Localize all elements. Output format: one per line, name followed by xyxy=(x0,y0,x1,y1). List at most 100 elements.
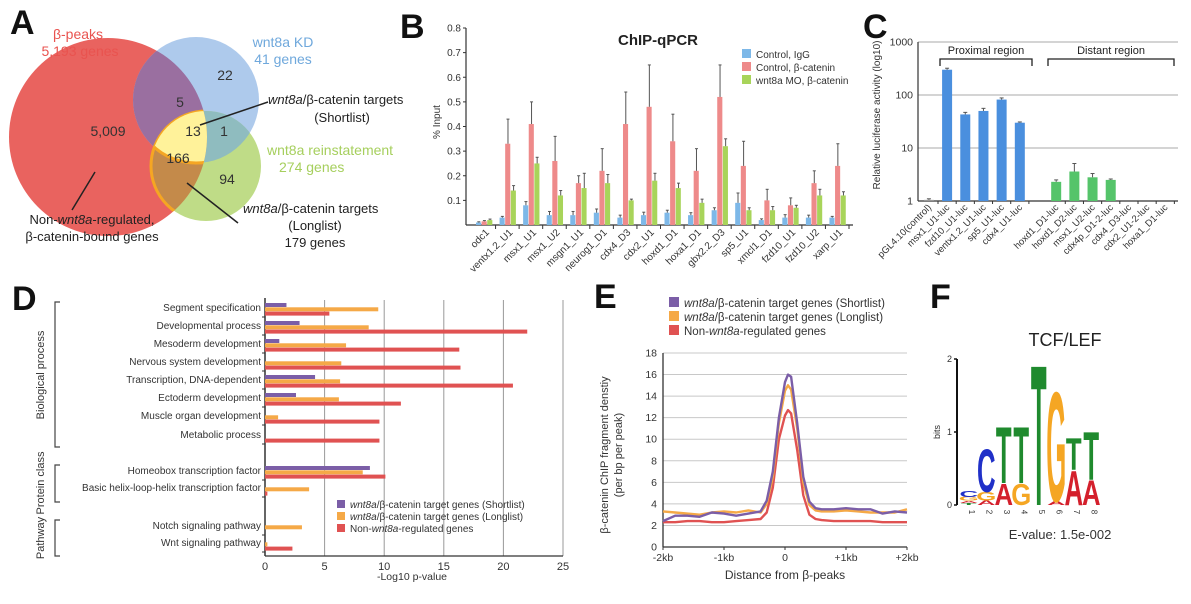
chart-f-evalue: E-value: 1.5e-002 xyxy=(1009,527,1112,542)
y-tick-label: 2 xyxy=(947,354,952,364)
legend-label: Control, β-catenin xyxy=(756,63,835,74)
bar xyxy=(942,69,953,201)
x-tick-label: 10 xyxy=(378,561,390,573)
legend-label: Non-wnt8a-regulated genes xyxy=(684,326,826,338)
bar xyxy=(265,438,380,443)
bar xyxy=(1087,177,1098,201)
series-line xyxy=(663,408,907,524)
category-label: Segment specification xyxy=(163,303,261,314)
annotation-shortlist: wnt8a/β-catenin targets xyxy=(268,92,404,107)
venn-count-kd-reinst: 1 xyxy=(220,123,228,139)
y-tick-label: 100 xyxy=(895,90,913,102)
bar xyxy=(835,165,841,225)
venn-sub-wnt8a-kd: 41 genes xyxy=(254,51,312,67)
chart-f-title: TCF/LEF xyxy=(1028,330,1101,350)
bar xyxy=(581,188,587,225)
y-tick-label: 0.1 xyxy=(447,196,461,207)
bar xyxy=(265,303,287,307)
logo-letter-a: A xyxy=(1082,473,1101,513)
bar xyxy=(1105,179,1116,201)
legend-label: wnt8a MO, β-catenin xyxy=(755,76,848,87)
category-label: Mesoderm development xyxy=(154,339,261,350)
annotation-longlist: wnt8a/β-catenin targets xyxy=(243,201,379,216)
bar xyxy=(265,415,279,420)
y-tick-label: 0.7 xyxy=(447,48,461,59)
logo-letter-a: A xyxy=(994,478,1013,511)
y-tick-label: 14 xyxy=(645,391,657,403)
bar xyxy=(670,141,676,225)
region-bracket xyxy=(1047,58,1175,66)
panel-label-e: E xyxy=(594,278,617,316)
x-tick-label: +2kb xyxy=(895,552,918,564)
bar xyxy=(787,205,794,225)
bar xyxy=(628,200,634,225)
bar xyxy=(265,365,461,370)
venn-count-all: 13 xyxy=(185,123,201,139)
y-tick-label: 1000 xyxy=(890,37,914,49)
bar xyxy=(675,188,681,225)
position-label: 4 xyxy=(1019,510,1028,515)
bar xyxy=(499,217,505,225)
bar xyxy=(1014,122,1025,201)
x-tick-label: 20 xyxy=(497,561,509,573)
legend-label: Control, IgG xyxy=(756,50,810,61)
bar xyxy=(265,487,310,492)
bar xyxy=(769,210,776,225)
bar xyxy=(265,419,380,424)
y-tick-label: 10 xyxy=(645,434,657,446)
bar xyxy=(265,470,363,475)
logo-letter-g: G xyxy=(1046,359,1066,535)
venn-sub-beta-peaks: 5,193 genes xyxy=(41,43,118,59)
bar xyxy=(265,466,370,470)
logo-letter-c: C xyxy=(959,490,978,499)
venn-count-beta-only: 5,009 xyxy=(90,123,125,139)
bar xyxy=(722,146,728,225)
x-tick-label: 0 xyxy=(782,552,788,564)
bar xyxy=(552,160,558,225)
bar xyxy=(740,165,746,225)
y-tick-label: 0.8 xyxy=(447,24,461,35)
region-label: Distant region xyxy=(1077,45,1145,57)
bar xyxy=(265,542,268,547)
bar xyxy=(528,124,534,225)
legend-swatch xyxy=(337,524,345,532)
logo-letter-c: C xyxy=(977,437,996,505)
bar xyxy=(811,183,817,225)
logo-letter-a: A xyxy=(1064,462,1083,516)
logo-letter-t: T xyxy=(1066,428,1082,480)
logo-letter-g: G xyxy=(976,490,996,503)
bar xyxy=(481,221,487,225)
y-tick-label: 8 xyxy=(651,455,657,467)
bar xyxy=(505,143,511,225)
bar xyxy=(476,222,482,225)
venn-count-beta-reinst: 166 xyxy=(166,150,190,166)
logo-letter-a: A xyxy=(977,499,996,506)
y-tick-label: 2 xyxy=(651,520,657,532)
bar xyxy=(711,210,717,225)
bar xyxy=(717,96,723,225)
position-label: 2 xyxy=(984,510,993,515)
position-label: 1 xyxy=(967,510,976,515)
legend-swatch xyxy=(669,311,679,321)
bar xyxy=(758,220,764,225)
bar xyxy=(652,180,658,225)
chart-d-xlabel: -Log10 p-value xyxy=(377,571,447,583)
bar xyxy=(699,202,705,225)
bar xyxy=(782,217,788,225)
bar xyxy=(534,163,540,225)
section-bracket xyxy=(54,301,60,448)
bar xyxy=(688,215,694,225)
bar xyxy=(265,307,379,312)
position-label: 8 xyxy=(1089,510,1098,515)
region-bracket xyxy=(939,58,1033,66)
series-line xyxy=(662,373,908,523)
bar xyxy=(593,212,599,225)
legend-label: wnt8a/β-catenin target genes (Longlist) xyxy=(350,512,523,523)
legend-label: wnt8a/β-catenin target genes (Longlist) xyxy=(684,312,883,324)
bar xyxy=(693,170,699,225)
bar xyxy=(265,525,302,530)
